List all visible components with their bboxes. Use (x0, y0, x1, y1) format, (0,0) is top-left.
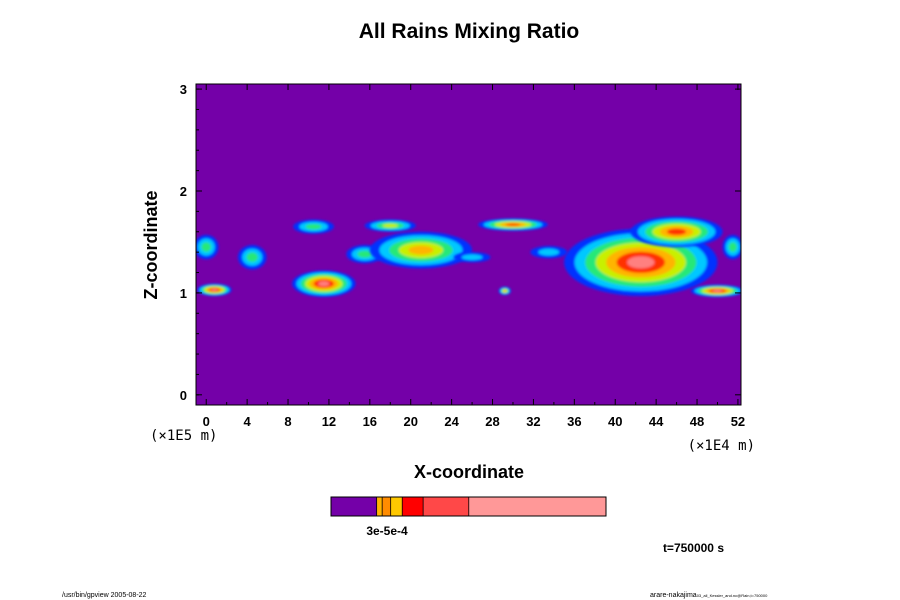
footer-author-name: arare-nakajima (650, 592, 697, 599)
contour-level-4 (408, 245, 434, 255)
colorbar-segment (390, 497, 403, 516)
x-tick-label: 44 (649, 414, 664, 429)
x-tick-label: 40 (608, 414, 622, 429)
x-tick-label: 52 (731, 414, 745, 429)
colorbar-frame (330, 496, 607, 517)
rain-cell (293, 219, 335, 234)
x-tick-label: 8 (284, 414, 291, 429)
rain-cell (197, 283, 232, 296)
footer-command: /usr/bin/gpview 2005-08-22 (62, 592, 147, 599)
y-axis-ticks: 0 1 2 3 (180, 82, 741, 403)
rain-cell (364, 219, 416, 232)
y-tick-label: 0 (180, 388, 187, 403)
time-label: t=750000 s (663, 541, 724, 555)
x-tick-label: 36 (567, 414, 581, 429)
x-tick-label: 0 (203, 414, 210, 429)
y-axis-label: Z-coordinate (141, 190, 161, 299)
rain-cell (478, 218, 548, 231)
rain-cell (564, 228, 718, 296)
colorbar (331, 497, 606, 516)
colorbar-segment (402, 497, 424, 516)
contour-level-3 (382, 223, 399, 228)
contour-level-6 (318, 281, 330, 287)
rain-cell (196, 234, 219, 260)
plot-frame (195, 83, 742, 406)
rain-cell (453, 252, 491, 263)
contour-level-2 (305, 223, 322, 230)
x-tick-label: 12 (322, 414, 336, 429)
contour-level-6 (627, 256, 655, 269)
y-tick-label: 2 (180, 184, 187, 199)
rain-cell (530, 246, 568, 259)
chart-title: All Rains Mixing Ratio (359, 20, 580, 43)
contour-level-2 (246, 252, 258, 263)
y-tick-label: 1 (180, 286, 187, 301)
x-tick-label: 24 (444, 414, 459, 429)
contour-level-1 (461, 254, 483, 261)
contour-level-4 (503, 289, 507, 292)
rain-cell (237, 245, 267, 270)
y-tick-label: 3 (180, 82, 187, 97)
x-unit-label: (×1E4 m) (688, 438, 755, 454)
contour-level-5 (505, 223, 521, 226)
x-axis-label: X-coordinate (414, 462, 524, 482)
rain-cell (722, 234, 741, 260)
x-tick-label: 20 (403, 414, 417, 429)
contour-level-6 (712, 289, 723, 292)
rain-cell (498, 286, 511, 295)
colorbar-label: 3e-5e-4 (366, 524, 408, 538)
contour-level-1 (538, 248, 560, 256)
footer-file: 03_all_Kessler_and.nc@Rain,t=750000 (697, 593, 768, 598)
contour-level-5 (667, 228, 687, 235)
x-tick-label: 4 (244, 414, 252, 429)
rain-cell (292, 270, 356, 297)
colorbar-segment (331, 497, 377, 516)
rain-cell (369, 231, 473, 269)
colorbar-segment (382, 497, 391, 516)
footer-author: arare-nakajima03_all_Kessler_and.nc@Rain… (650, 592, 768, 599)
x-tick-label: 16 (363, 414, 377, 429)
colorbar-segment (423, 497, 469, 516)
colorbar-segment (468, 497, 606, 516)
x-axis-ticks: 0 4 8 12 16 20 24 28 32 36 40 44 48 52 (203, 84, 745, 429)
x-tick-label: 28 (485, 414, 499, 429)
y-unit-label: (×1E5 m) (150, 428, 217, 444)
x-tick-label: 32 (526, 414, 540, 429)
contour-level-2 (201, 242, 212, 252)
contour-level-2 (728, 242, 737, 252)
colorbar-segment (376, 497, 383, 516)
rain-cell (630, 216, 723, 248)
rain-cell (690, 284, 741, 297)
contour-level-6 (211, 288, 218, 291)
x-tick-label: 48 (690, 414, 704, 429)
rain-contours (196, 216, 741, 297)
contour-level-2 (357, 250, 372, 258)
